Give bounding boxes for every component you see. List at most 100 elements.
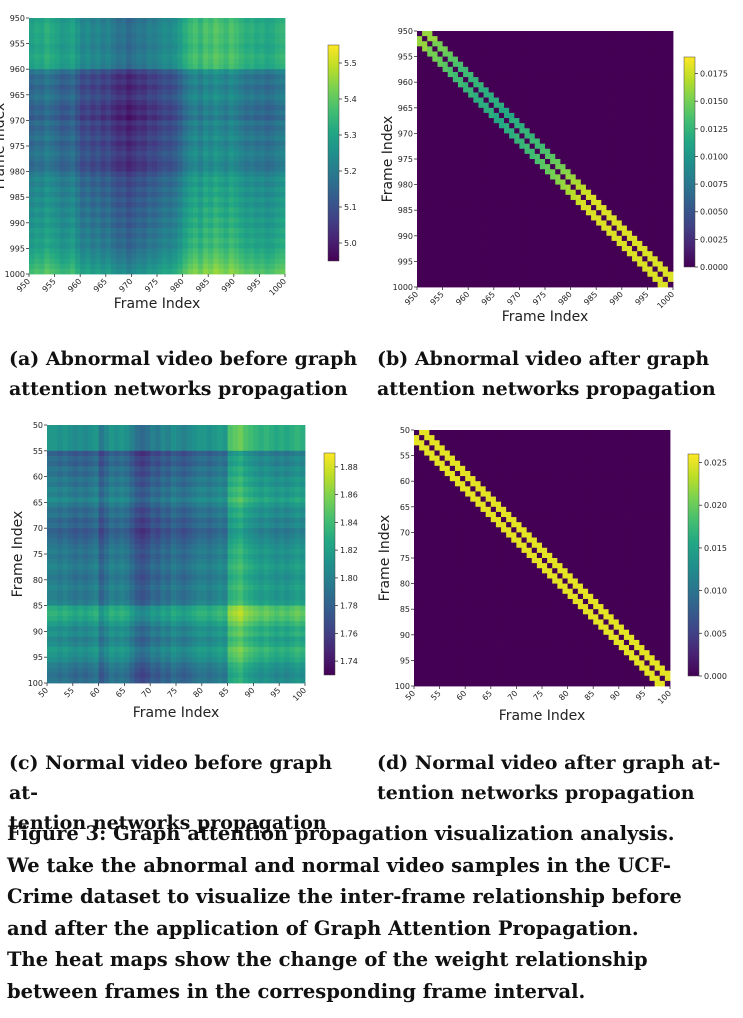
heatmap-cell	[478, 51, 484, 57]
heatmap-cell	[218, 99, 224, 106]
heatmap-cell	[626, 220, 633, 226]
heatmap-cell	[565, 138, 571, 145]
heatmap-cell	[100, 69, 107, 75]
heatmap-cell	[203, 146, 209, 152]
heatmap-cell	[192, 48, 199, 55]
heatmap-cell	[555, 31, 561, 37]
heatmap-cell	[642, 230, 648, 237]
heatmap-cell	[213, 202, 219, 208]
heatmap-cell	[110, 64, 117, 70]
heatmap-cell	[478, 41, 484, 47]
heatmap-cell	[146, 233, 153, 239]
heatmap-cell	[85, 268, 91, 275]
heatmap-cell	[264, 176, 271, 183]
heatmap-cell	[647, 256, 653, 262]
heatmap-cell	[596, 71, 602, 78]
heatmap-cell	[141, 23, 148, 29]
heatmap-cell	[642, 174, 648, 180]
heatmap-cell	[105, 156, 112, 162]
heatmap-cell	[187, 18, 194, 24]
heatmap-cell	[29, 243, 35, 249]
heatmap-cell	[254, 171, 260, 178]
heatmap-cell	[172, 233, 178, 239]
heatmap-cell	[652, 82, 659, 88]
heatmap-cell	[555, 271, 561, 278]
heatmap-cell	[54, 233, 61, 239]
x-tick-label: 950	[15, 277, 32, 294]
heatmap-cell	[116, 69, 122, 75]
heatmap-cell	[534, 61, 541, 68]
heatmap-cell	[478, 143, 484, 150]
heatmap-cell	[529, 189, 536, 196]
heatmap-cell	[228, 23, 235, 29]
heatmap-cell	[468, 174, 474, 180]
heatmap-cell	[44, 84, 50, 91]
heatmap-cell	[274, 33, 281, 39]
heatmap-cell	[468, 159, 474, 165]
heatmap-cell	[575, 133, 582, 139]
heatmap-cell	[539, 210, 546, 216]
heatmap-cell	[105, 28, 112, 34]
heatmap-cell	[652, 194, 659, 201]
heatmap-cell	[488, 174, 495, 180]
heatmap-cell	[105, 135, 112, 142]
heatmap-cell	[632, 256, 638, 262]
heatmap-cell	[504, 205, 510, 211]
heatmap-cell	[570, 143, 577, 150]
heatmap-cell	[555, 143, 561, 150]
heatmap-cell	[498, 169, 505, 175]
heatmap-cell	[422, 199, 428, 206]
heatmap-cell	[279, 258, 286, 265]
heatmap-cell	[197, 99, 204, 106]
heatmap-cell	[519, 51, 525, 57]
heatmap-cell	[136, 217, 143, 224]
heatmap-cell	[131, 207, 137, 213]
heatmap-cell	[192, 130, 199, 137]
heatmap-cell	[44, 38, 50, 44]
heatmap-cell	[177, 197, 183, 203]
heatmap-cell	[611, 251, 618, 257]
heatmap-cell	[213, 69, 219, 75]
heatmap-cell	[468, 71, 474, 78]
heatmap-cell	[126, 110, 132, 116]
heatmap-cell	[59, 171, 66, 178]
heatmap-cell	[463, 41, 469, 47]
heatmap-cell	[187, 253, 194, 260]
heatmap-cell	[274, 53, 281, 60]
heatmap-cell	[432, 205, 438, 211]
heatmap-cell	[192, 161, 199, 167]
heatmap-cell	[514, 51, 520, 57]
heatmap-cell	[524, 143, 531, 150]
heatmap-cell	[44, 120, 50, 126]
heatmap-cell	[611, 153, 618, 160]
heatmap-cell	[483, 159, 490, 165]
heatmap-cell	[642, 71, 648, 78]
heatmap-cell	[621, 159, 628, 165]
heatmap-cell	[254, 115, 260, 121]
heatmap-cell	[100, 222, 107, 229]
heatmap-cell	[662, 71, 669, 78]
heatmap-cell	[632, 71, 638, 78]
heatmap-cell	[254, 253, 260, 260]
heatmap-cell	[69, 222, 76, 229]
heatmap-cell	[172, 212, 178, 219]
heatmap-cell	[427, 133, 433, 139]
heatmap-cell	[427, 128, 433, 134]
heatmap-cell	[417, 246, 423, 252]
heatmap-cell	[488, 179, 495, 185]
heatmap-cell	[105, 74, 112, 80]
heatmap-cell	[657, 199, 664, 206]
heatmap-cell	[110, 151, 117, 157]
heatmap-cell	[534, 92, 541, 98]
heatmap-cell	[80, 38, 86, 44]
heatmap-cell	[141, 222, 148, 229]
heatmap-cell	[483, 271, 490, 278]
heatmap-cell	[34, 43, 40, 50]
heatmap-cell	[228, 263, 235, 270]
heatmap-cell	[642, 31, 648, 37]
heatmap-cell	[417, 184, 423, 191]
heatmap-cell	[621, 179, 628, 185]
colorbar-tick-label: 5.1	[344, 203, 357, 212]
heatmap-cell	[187, 207, 194, 213]
heatmap-cell	[141, 207, 148, 213]
